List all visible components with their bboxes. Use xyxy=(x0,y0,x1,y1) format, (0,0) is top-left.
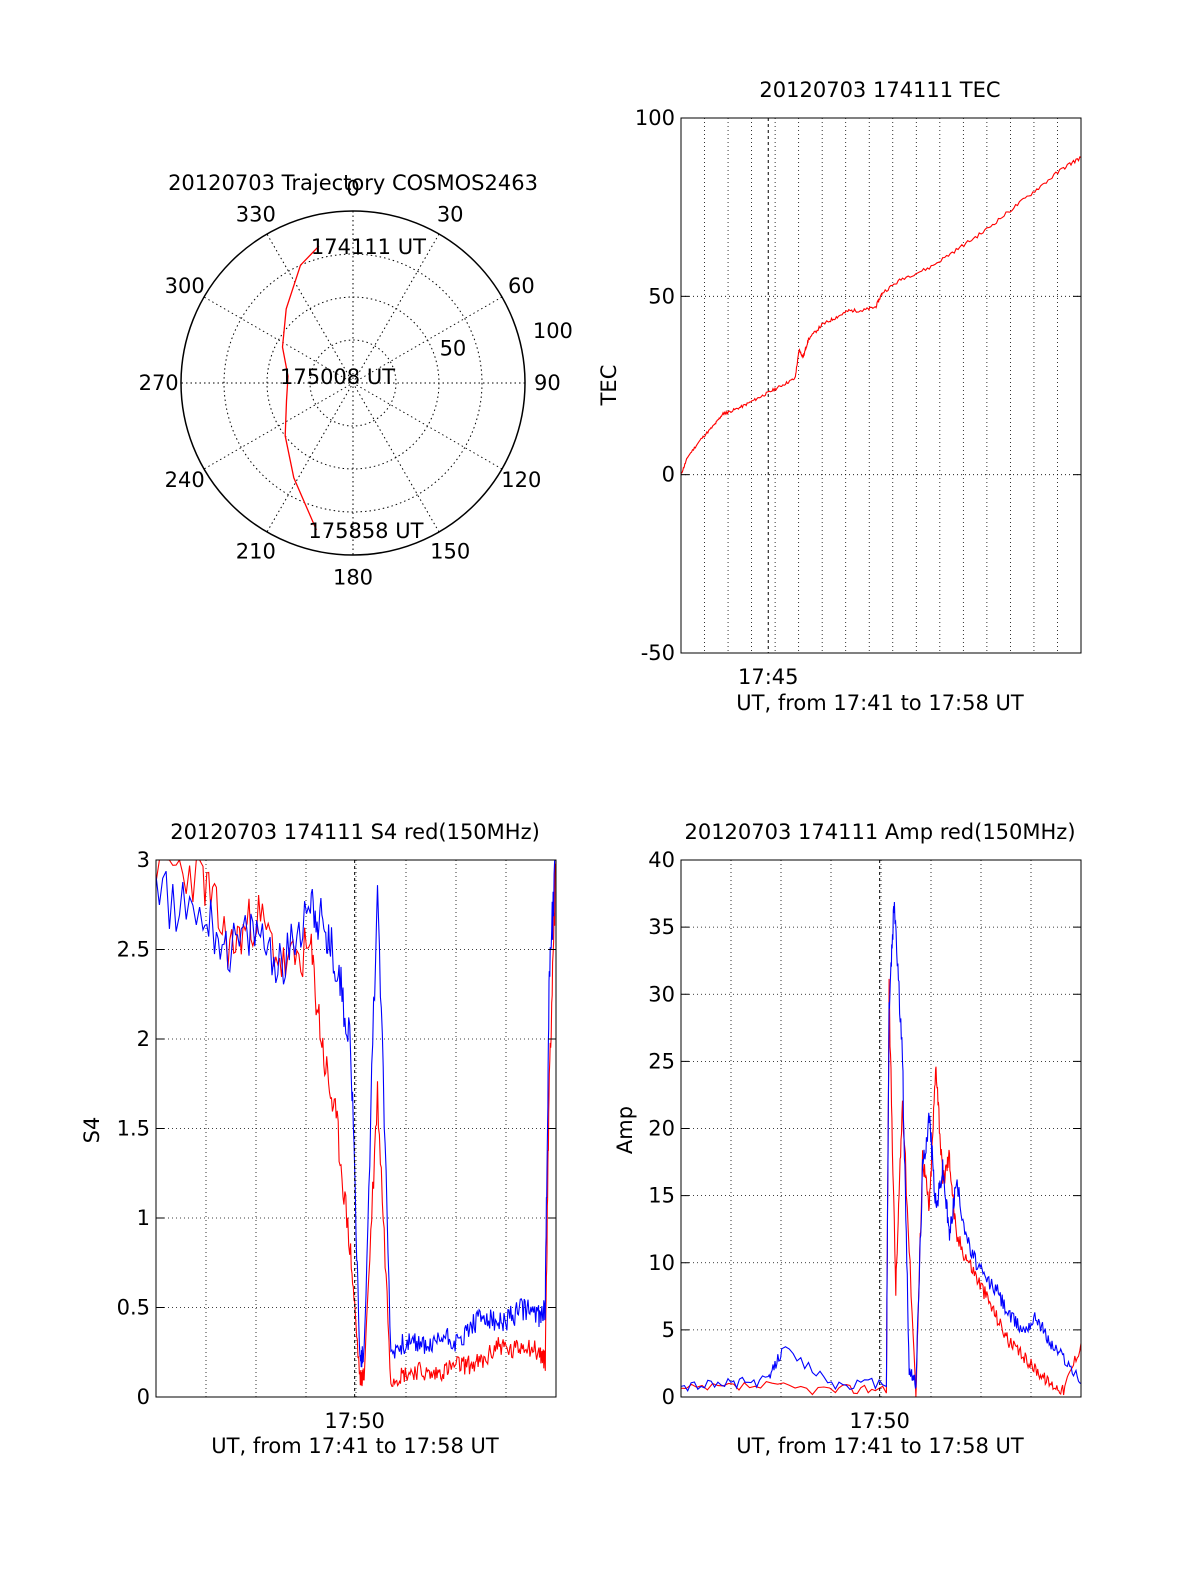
polar-azimuth-label: 0 xyxy=(346,177,359,201)
tec-y-label: TEC xyxy=(597,365,621,407)
s4-x-tick-labels: 17:50 xyxy=(324,860,385,1433)
amp-grid xyxy=(681,859,1081,1398)
tec-title: 20120703 174111 TEC xyxy=(759,78,1000,102)
amp-panel: 20120703 174111 Amp red(150MHz) 0 5 10 15 20… xyxy=(613,820,1082,1458)
tec-panel: 20120703 174111 TEC -50 0 50 100 17:45 UT, … xyxy=(597,78,1082,715)
series-line-0 xyxy=(681,978,1081,1397)
x-tick-label: 17:50 xyxy=(849,1409,910,1433)
tec-grid xyxy=(681,117,1081,654)
polar-grid-circle xyxy=(223,253,483,513)
y-tick-label: 50 xyxy=(648,284,675,308)
tec-x-tick-labels: 17:45 xyxy=(738,118,799,689)
y-tick-label: 3 xyxy=(137,848,150,872)
amp-y-label: Amp xyxy=(613,1106,637,1154)
polar-azimuth-label: 60 xyxy=(508,274,535,298)
y-tick-label: 25 xyxy=(648,1049,675,1073)
y-tick-label: 1 xyxy=(137,1206,150,1230)
polar-time-annotation: 175858 UT xyxy=(308,519,423,543)
polar-azimuth-label: 180 xyxy=(333,565,373,589)
tec-y-tick-labels: -50 0 50 100 xyxy=(635,106,1081,665)
tec-x-label: UT, from 17:41 to 17:58 UT xyxy=(736,691,1024,715)
polar-panel: 20120703 Trajectory COSMOS2463 0 30 60 90 12… xyxy=(139,171,573,589)
polar-radial-labels: 50 100 xyxy=(440,319,573,361)
y-tick-label: 2.5 xyxy=(117,938,150,962)
polar-azimuth-label: 150 xyxy=(430,539,470,563)
y-tick-label: 1.5 xyxy=(117,1117,150,1141)
s4-title: 20120703 174111 S4 red(150MHz) xyxy=(170,820,540,844)
s4-panel: 20120703 174111 S4 red(150MHz) 0 0.5 1 1.5 2… xyxy=(80,820,557,1458)
amp-x-label: UT, from 17:41 to 17:58 UT xyxy=(736,1434,1024,1458)
x-tick-label: 17:45 xyxy=(738,665,799,689)
polar-azimuth-label: 240 xyxy=(165,468,205,492)
y-tick-label: 15 xyxy=(648,1184,675,1208)
polar-time-annotation: 175008 UT xyxy=(280,365,395,389)
y-tick-label: -50 xyxy=(641,641,675,665)
polar-radial-label: 50 xyxy=(440,336,467,360)
polar-azimuth-label: 210 xyxy=(236,539,276,563)
series-line-1 xyxy=(156,860,556,1368)
amp-y-tick-labels: 0 5 10 15 20 25 30 35 40 xyxy=(648,848,1081,1409)
series-line-1 xyxy=(681,901,1081,1392)
amp-title: 20120703 174111 Amp red(150MHz) xyxy=(684,820,1075,844)
polar-grid-spoke xyxy=(266,233,440,533)
s4-y-label: S4 xyxy=(80,1117,104,1144)
polar-azimuth-label: 270 xyxy=(139,371,179,395)
polar-azimuth-label: 90 xyxy=(534,371,561,395)
y-tick-label: 2 xyxy=(137,1027,150,1051)
polar-azimuth-label: 330 xyxy=(236,203,276,227)
y-tick-label: 10 xyxy=(648,1251,675,1275)
y-tick-label: 40 xyxy=(648,848,675,872)
y-tick-label: 35 xyxy=(648,915,675,939)
polar-time-annotation: 174111 UT xyxy=(311,235,426,259)
polar-annotations: 174111 UT 175008 UT 175858 UT xyxy=(280,235,426,543)
polar-grid-circle xyxy=(309,339,397,427)
amp-x-tick-labels: 17:50 xyxy=(849,860,910,1433)
polar-azimuth-label: 120 xyxy=(501,468,541,492)
polar-azimuth-labels: 0 30 60 90 120 150 180 210 240 270 300 330 xyxy=(139,177,561,590)
polar-series xyxy=(281,245,320,531)
y-tick-label: 0 xyxy=(662,463,675,487)
tec-series xyxy=(681,156,1081,475)
x-tick-label: 17:50 xyxy=(324,1409,385,1433)
y-tick-label: 5 xyxy=(662,1318,675,1342)
s4-y-tick-labels: 0 0.5 1 1.5 2 2.5 3 xyxy=(117,848,556,1409)
amp-series xyxy=(681,901,1081,1397)
polar-title: 20120703 Trajectory COSMOS2463 xyxy=(168,171,538,195)
y-tick-label: 100 xyxy=(635,106,675,130)
y-tick-label: 0 xyxy=(137,1385,150,1409)
polar-outer-circle xyxy=(180,210,526,556)
polar-grid xyxy=(180,210,526,556)
polar-trajectory-line xyxy=(281,245,320,531)
y-tick-label: 30 xyxy=(648,982,675,1006)
y-tick-label: 20 xyxy=(648,1117,675,1141)
polar-azimuth-label: 30 xyxy=(437,203,464,227)
s4-series xyxy=(156,860,556,1387)
series-line-0 xyxy=(681,156,1081,475)
tec-frame xyxy=(680,117,1082,654)
polar-azimuth-label: 300 xyxy=(165,274,205,298)
polar-radial-label: 100 xyxy=(533,319,573,343)
s4-x-label: UT, from 17:41 to 17:58 UT xyxy=(211,1434,499,1458)
y-tick-label: 0.5 xyxy=(117,1296,150,1320)
y-tick-label: 0 xyxy=(662,1385,675,1409)
